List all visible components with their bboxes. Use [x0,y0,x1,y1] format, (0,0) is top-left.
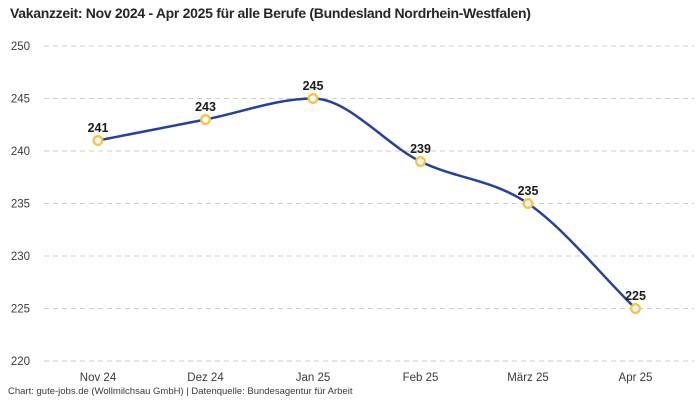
data-point-label: 245 [303,79,324,93]
data-point-label: 225 [625,289,646,303]
y-axis-tick-label: 225 [11,304,30,316]
data-point-marker[interactable] [630,303,641,314]
data-point-label: 239 [410,142,431,156]
y-axis-tick-label: 240 [11,146,30,158]
data-point-label: 235 [518,184,539,198]
data-point-label: 241 [88,121,109,135]
series-line [96,97,637,310]
y-axis-tick-label: 230 [11,251,30,263]
data-point-marker[interactable] [522,198,534,209]
data-point-marker[interactable] [415,156,426,167]
x-axis-tick-label: Feb 25 [403,372,439,384]
data-point-label: 243 [195,100,216,114]
chart-title: Vakanzzeit: Nov 2024 - Apr 2025 für alle… [10,5,531,21]
x-axis-tick-label: Jan 25 [296,372,331,384]
data-point-marker[interactable] [200,114,211,125]
x-axis-tick-label: Nov 24 [80,372,117,384]
y-axis-tick-label: 245 [11,94,30,106]
y-axis-tick-label: 220 [11,356,30,368]
x-axis-tick-label: Apr 25 [619,372,653,384]
y-axis-tick-label: 250 [11,41,30,53]
x-axis-tick-label: März 25 [507,372,549,384]
chart-attribution: Chart: gute-jobs.de (Wollmilchsau GmbH) … [8,386,353,397]
y-axis-tick-label: 235 [11,199,30,211]
data-point-marker[interactable] [92,135,104,146]
x-axis-tick-label: Dez 24 [187,372,224,384]
data-point-marker[interactable] [307,93,319,104]
